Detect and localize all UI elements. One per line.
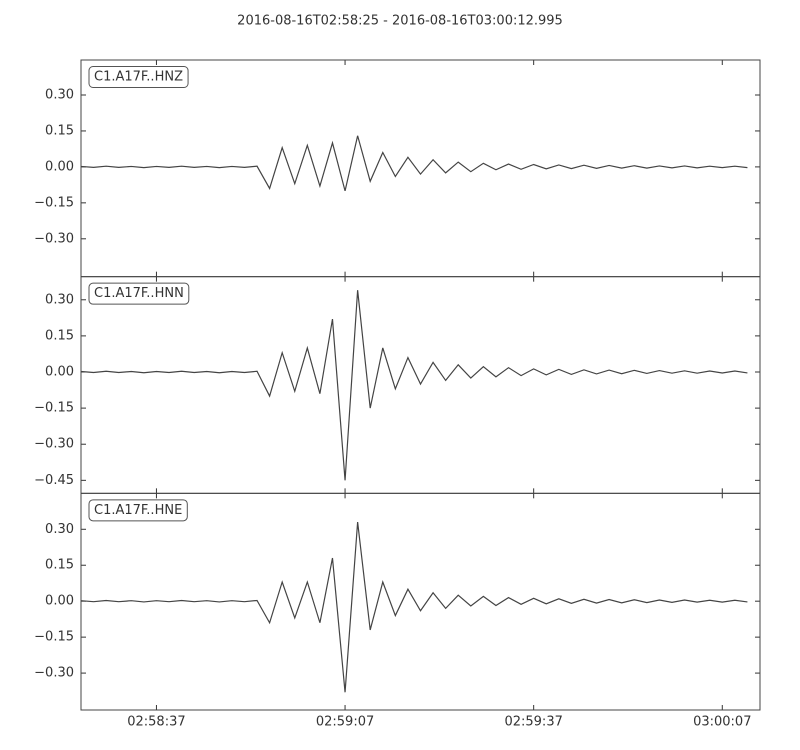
panel-frame bbox=[80, 492, 761, 711]
y-tick-label: 0.30 bbox=[45, 522, 74, 537]
y-tick-label: 0.15 bbox=[45, 123, 74, 138]
x-tick-label: 02:59:37 bbox=[504, 715, 562, 730]
trace-label: C1.A17F..HNE bbox=[94, 503, 182, 518]
y-tick-label: 0.15 bbox=[45, 328, 74, 343]
y-tick-label: 0.30 bbox=[45, 292, 74, 307]
waveform bbox=[81, 290, 748, 481]
panel-frame bbox=[80, 59, 761, 278]
y-tick-label: 0.00 bbox=[45, 365, 74, 380]
trace-label: C1.A17F..HNZ bbox=[94, 70, 183, 85]
y-tick-label: 0.15 bbox=[45, 558, 74, 573]
waveform bbox=[81, 135, 748, 192]
x-tick-label: 02:59:07 bbox=[316, 715, 374, 730]
trace-label-box bbox=[88, 499, 188, 522]
trace-label-box bbox=[88, 282, 190, 305]
y-tick-label: −0.15 bbox=[34, 401, 74, 416]
trace-label-box bbox=[88, 66, 189, 88]
y-tick-label: −0.30 bbox=[34, 666, 74, 681]
y-tick-label: 0.00 bbox=[45, 594, 74, 609]
x-tick-label: 03:00:07 bbox=[693, 715, 751, 730]
y-tick-label: −0.15 bbox=[34, 195, 74, 210]
y-tick-label: 0.30 bbox=[45, 87, 74, 102]
trace-label: C1.A17F..HNN bbox=[94, 286, 184, 301]
figure-title: 2016-08-16T02:58:25 - 2016-08-16T03:00:1… bbox=[237, 14, 563, 29]
waveform bbox=[81, 522, 748, 693]
y-tick-label: −0.30 bbox=[34, 231, 74, 246]
y-tick-label: −0.45 bbox=[34, 473, 74, 488]
y-tick-label: 0.00 bbox=[45, 159, 74, 174]
y-tick-label: −0.15 bbox=[34, 630, 74, 645]
x-tick-label: 02:58:37 bbox=[127, 715, 185, 730]
y-tick-label: −0.30 bbox=[34, 437, 74, 452]
